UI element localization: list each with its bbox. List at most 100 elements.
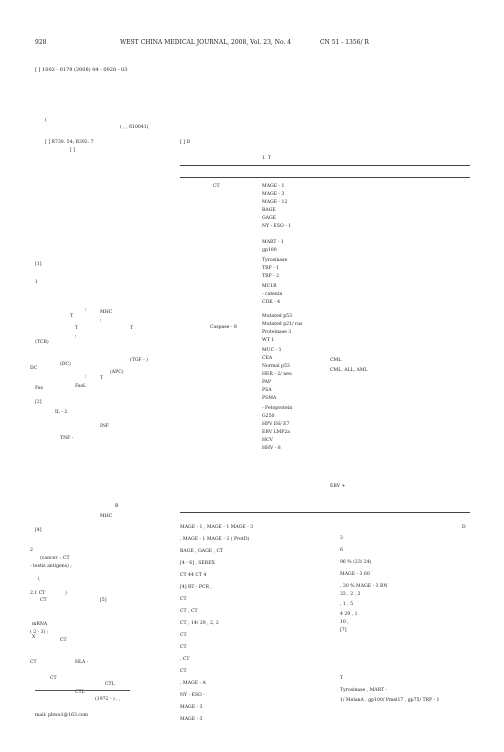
author-email: mail: pbwa1@163.com	[35, 713, 89, 718]
left-column-fragment: T	[100, 376, 104, 381]
table-antigen-entry: Mutated p21/ ras	[262, 322, 303, 327]
left-column-fragment: T	[75, 326, 79, 331]
left-column-fragment: T	[130, 326, 134, 331]
table-antigen-entry: Tyrosinase	[262, 258, 288, 263]
table-left-label: CT	[213, 184, 220, 189]
table-antigen-entry: MC1R	[262, 284, 277, 289]
table-antigen-entry: CEA	[262, 356, 273, 361]
left-column-fragment: [2]	[35, 400, 42, 405]
body-line-right: 4 29 , 1	[340, 612, 358, 617]
body-line: [4 - 6] , SEREX	[180, 561, 215, 566]
table-right-entry: EBV +	[330, 484, 346, 489]
table-left-label: Caspase - 8	[210, 325, 237, 330]
body-line: MAGE - 3	[180, 705, 203, 710]
left-column-fragment: 2	[30, 548, 33, 553]
left-column-fragment: HLA -	[75, 660, 89, 665]
left-column-fragment: [5]	[100, 598, 107, 603]
left-column-fragment: INF	[100, 424, 110, 429]
left-column-fragment: CT	[30, 660, 37, 665]
left-column-fragment: [ ]	[70, 148, 76, 153]
body-line-right: , 1 , 5	[340, 602, 354, 607]
left-column-fragment: MHC	[100, 514, 113, 519]
table-antigen-entry: - catenin	[262, 292, 283, 297]
left-column-fragment: MHC	[100, 310, 113, 315]
table-antigen-entry: G250	[262, 414, 275, 419]
table-antigen-entry: MAGE - 12	[262, 200, 288, 205]
left-column-fragment: (cancer	[40, 556, 58, 561]
left-column-fragment: CTL	[105, 682, 115, 687]
left-column-fragment: (APC)	[110, 370, 124, 375]
body-line: , MAGE - 1 MAGE - 3 ( ProtD)	[180, 537, 250, 542]
body-line-right: 33 , 2 , 2	[340, 592, 361, 597]
left-column-fragment: 1	[35, 280, 38, 285]
body-line: , MAGE - A	[180, 681, 206, 686]
table-antigen-entry: MAGE - 1	[262, 184, 285, 189]
table-antigen-entry: Proteinase 3	[262, 330, 292, 335]
table-antigen-entry: HCV	[262, 438, 273, 443]
left-column-fragment: [4]	[35, 528, 42, 533]
body-line-right: 96 % (23/ 24)	[340, 560, 372, 565]
left-column-fragment: (DC)	[60, 362, 71, 367]
left-column-fragment: (	[45, 118, 47, 123]
table-antigen-entry: MAGE - 3	[262, 192, 285, 197]
table-right-entry: CML, ALL, AML	[330, 368, 368, 373]
body-line-right: 3	[340, 536, 343, 541]
left-column-fragment: - testis antigens) ;	[30, 564, 72, 569]
body-line: [4] RT - PCR ,	[180, 585, 212, 590]
body-line: NY - ESO -	[180, 693, 205, 698]
table-antigen-entry: NY - ESO - 1	[262, 224, 292, 229]
body-line-right: D	[462, 525, 466, 530]
journal-cn: CN 51 - 1356/ R	[320, 39, 369, 46]
author-footnote: (1972 - ) , ,	[95, 697, 121, 702]
left-column-fragment: ( 2 - 3) ;	[30, 630, 49, 635]
left-column-fragment: CT	[40, 598, 47, 603]
table-antigen-entry: PAP	[262, 380, 272, 385]
left-column-fragment: ;	[85, 374, 87, 379]
clc-number: [ ] R730. 54; R392. 7	[45, 140, 94, 145]
left-column-fragment: [1]	[35, 262, 42, 267]
table-antigen-entry: BAGE	[262, 208, 276, 213]
table-antigen-entry: WT 1	[262, 338, 275, 343]
left-column-fragment: X	[32, 635, 36, 640]
body-line-right: [7]	[340, 628, 347, 633]
table-antigen-entry: HHV - 8	[262, 446, 281, 451]
left-column-fragment: ;	[85, 307, 87, 312]
body-line-right: MAGE - 3 60	[340, 572, 370, 577]
body-line: MAGE - 3	[180, 717, 203, 722]
article-number: [ ] 1002 - 0179 (2008) 04 - 0928 - 03	[35, 67, 128, 73]
body-line: MAGE - 1 , MAGE - 1 MAGE - 3	[180, 525, 254, 530]
table-right-entry: CML	[330, 358, 342, 363]
body-line: CT	[180, 597, 187, 602]
table-antigen-entry: Mutated p53	[262, 314, 292, 319]
document-code: [ ] D	[180, 140, 191, 145]
left-column-fragment: CT	[50, 676, 57, 681]
left-column-fragment: DC	[30, 366, 38, 371]
table-header-rule	[180, 177, 470, 178]
left-column-fragment: B	[115, 504, 119, 509]
table-antigen-entry: HPV E6/ E7	[262, 422, 290, 427]
left-column-fragment: (	[38, 577, 40, 582]
left-column-fragment: T	[70, 314, 74, 319]
table-antigen-entry: CDK - 4	[262, 300, 281, 305]
left-column-fragment: mRNA	[32, 622, 48, 627]
left-column-fragment: 2.1 CT	[30, 591, 46, 596]
table-antigen-entry: PSA	[262, 388, 272, 393]
body-line: , CT	[180, 657, 190, 662]
body-line-right: 10 ,	[340, 620, 349, 625]
left-column-fragment: CTL	[75, 690, 85, 695]
left-column-fragment: ;	[75, 334, 77, 339]
table-antigen-entry: TRP - 2	[262, 274, 280, 279]
table-antigen-entry: gp100	[262, 248, 277, 253]
body-line: CT	[180, 645, 187, 650]
body-line-right: Tyrosinase , MART -	[340, 688, 388, 693]
body-line-right: , 30 % MAGE - 3 BN	[340, 584, 388, 589]
page-number: 928	[35, 39, 47, 46]
footnote-rule	[35, 690, 130, 691]
table-caption: 1. T	[262, 156, 271, 161]
body-line: CT , 14/ 29 , 2, 2	[180, 621, 219, 626]
table-antigen-entry: HER - 2/ neu	[262, 372, 292, 377]
body-line: BAGE , GAGE , CT	[180, 549, 224, 554]
table-bottom-rule	[180, 512, 470, 513]
affiliation: ( , , 610041)	[120, 125, 149, 130]
table-antigen-entry: Normal p53	[262, 364, 290, 369]
